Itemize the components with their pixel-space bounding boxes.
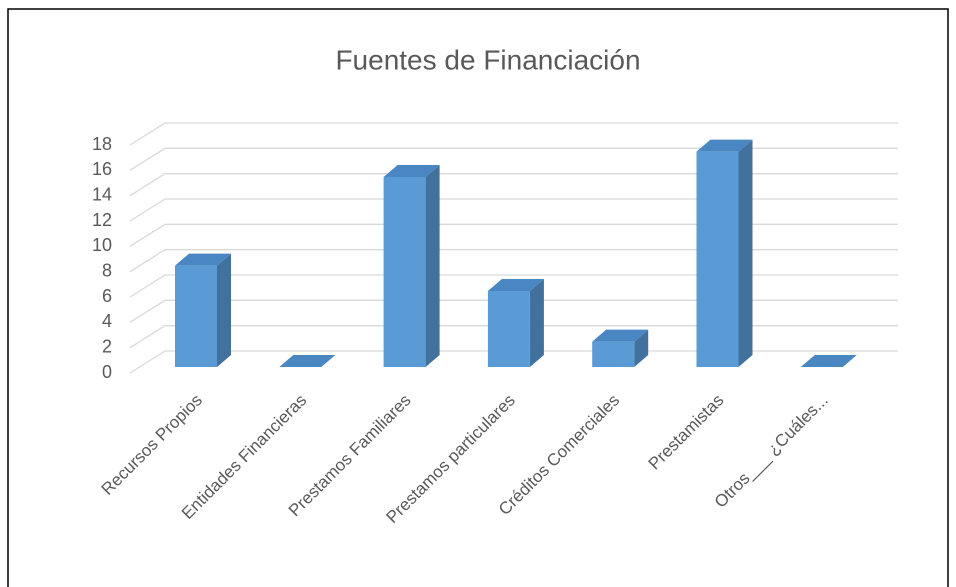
grid-line: [129, 299, 898, 323]
y-tick-label: 16: [92, 159, 112, 179]
bar-top: [800, 355, 857, 367]
grid-line: [129, 274, 898, 298]
grid-line: [129, 223, 898, 247]
y-tick-label: 10: [92, 235, 112, 255]
bar-front: [592, 341, 635, 367]
chart-title: Fuentes de Financiación: [335, 44, 640, 75]
grid-line: [129, 198, 898, 222]
bar: [175, 253, 231, 367]
y-tick-label: 6: [102, 286, 112, 306]
bar-side: [217, 253, 231, 367]
bar: [383, 165, 440, 367]
bar-top: [175, 253, 231, 266]
grid-line: [129, 325, 898, 349]
grid-line: [129, 249, 898, 273]
bar-front: [696, 151, 739, 367]
bar-side: [634, 329, 649, 367]
bar: [696, 139, 753, 367]
bar-front: [487, 291, 530, 367]
grid-line: [129, 173, 898, 197]
bar-side: [738, 139, 753, 367]
bar: [592, 329, 649, 367]
grid-line: [129, 350, 898, 374]
y-tick-label: 18: [92, 134, 112, 154]
bar: [279, 355, 336, 367]
y-tick-label: 2: [102, 336, 112, 356]
y-tick-label: 14: [92, 184, 112, 204]
bar-top: [592, 329, 649, 342]
bar-front: [175, 265, 217, 367]
bar-top: [279, 355, 336, 367]
bar-top: [487, 279, 544, 291]
grid-line: [129, 147, 898, 171]
bar: [800, 355, 857, 367]
y-tick-label: 4: [102, 311, 112, 331]
y-tick-label: 0: [102, 362, 112, 382]
grid-line: [129, 122, 898, 146]
y-tick-label: 12: [92, 210, 112, 230]
chart-border: [7, 8, 949, 587]
bar-side: [425, 165, 440, 367]
bar-front: [383, 177, 426, 367]
y-tick-label: 8: [102, 260, 112, 280]
bar-top: [383, 165, 440, 177]
bar: [487, 279, 544, 367]
bar-top: [696, 139, 753, 152]
bar-side: [529, 279, 544, 367]
